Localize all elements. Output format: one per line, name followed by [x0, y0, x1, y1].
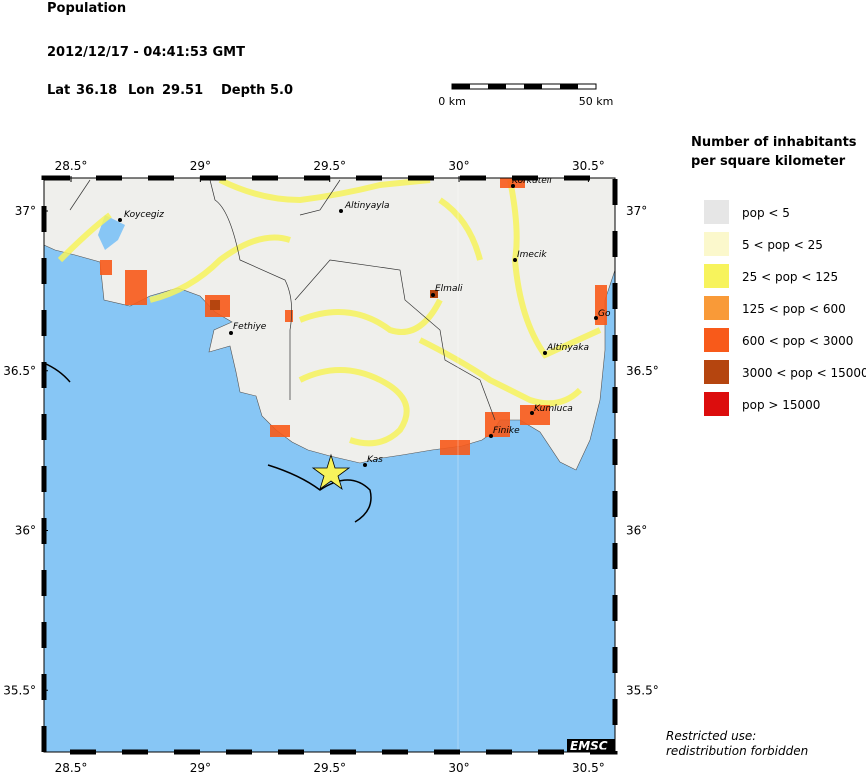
legend-label: 5 < pop < 25	[742, 238, 823, 252]
lat-tick-label: 35.5°	[626, 683, 659, 697]
lat-label: Lat	[47, 83, 70, 98]
town-label: Imecik	[517, 250, 547, 260]
lon-tick-label: 29°	[190, 159, 211, 173]
credit: EMSC	[570, 739, 608, 753]
lat-tick-label: 36.5°	[626, 364, 659, 378]
lat-tick-label: 37°	[15, 204, 36, 218]
legend-label: 3000 < pop < 15000	[742, 366, 866, 380]
legend-swatch	[704, 232, 729, 256]
scale-bar	[451, 83, 597, 90]
lon-tick-label: 30°	[448, 159, 469, 173]
lon-tick-label: 29.5°	[313, 761, 346, 775]
legend-swatch	[704, 200, 729, 224]
town-label: Kas	[367, 455, 383, 465]
town-label: Go	[598, 309, 611, 319]
fault-lines	[44, 362, 372, 523]
legend-title: per square kilometer	[691, 154, 846, 169]
town-label: Kumluca	[534, 404, 573, 414]
legend-label: pop < 5	[742, 206, 790, 220]
lon-label: Lon	[128, 83, 154, 98]
legend-title: Number of inhabitants	[691, 135, 857, 150]
lon-value: 29.51	[162, 83, 203, 98]
lon-tick-label: 30°	[448, 761, 469, 775]
lon-tick-label: 29.5°	[313, 159, 346, 173]
legend-label: 600 < pop < 3000	[742, 334, 853, 348]
datetime: 2012/12/17 - 04:41:53 GMT	[47, 45, 245, 60]
scale-label: 50 km	[579, 95, 614, 108]
title: Population	[47, 1, 126, 16]
legend-swatch	[704, 264, 729, 288]
town-label: Altinyayla	[344, 201, 390, 211]
town-label: Korkuteli	[512, 176, 552, 186]
lon-tick-label: 30.5°	[572, 761, 605, 775]
lat-tick-label: 36.5°	[3, 364, 36, 378]
lat-tick-label: 35.5°	[3, 683, 36, 697]
lat-tick-label: 37°	[626, 204, 647, 218]
epicenter-star	[311, 453, 351, 491]
legend-swatch	[704, 360, 729, 384]
legend-swatch	[704, 328, 729, 352]
town-label: Elmali	[435, 284, 463, 294]
legend-label: 125 < pop < 600	[742, 302, 846, 316]
town-label: Fethiye	[233, 322, 267, 332]
map-area: Koycegiz Altinyayla Korkuteli Imecik Elm…	[44, 176, 615, 753]
legend-label: 25 < pop < 125	[742, 270, 838, 284]
town-label: Koycegiz	[124, 210, 164, 220]
notice: redistribution forbidden	[666, 744, 808, 758]
legend-swatch	[704, 296, 729, 320]
scale-label: 0 km	[438, 95, 466, 108]
legend-label: pop > 15000	[742, 398, 820, 412]
lat-tick-label: 36°	[15, 524, 36, 538]
legend-swatch	[704, 392, 729, 416]
lon-tick-label: 30.5°	[572, 159, 605, 173]
lon-tick-label: 28.5°	[55, 761, 88, 775]
lat-tick-label: 36°	[626, 524, 647, 538]
lon-tick-label: 28.5°	[55, 159, 88, 173]
notice: Restricted use:	[666, 729, 756, 743]
depth-label: Depth	[221, 83, 265, 98]
town-label: Finike	[493, 426, 520, 436]
lat-value: 36.18	[76, 83, 117, 98]
town-label: Altinyaka	[546, 343, 589, 353]
depth-value: 5.0	[270, 83, 293, 98]
lon-tick-label: 29°	[190, 761, 211, 775]
